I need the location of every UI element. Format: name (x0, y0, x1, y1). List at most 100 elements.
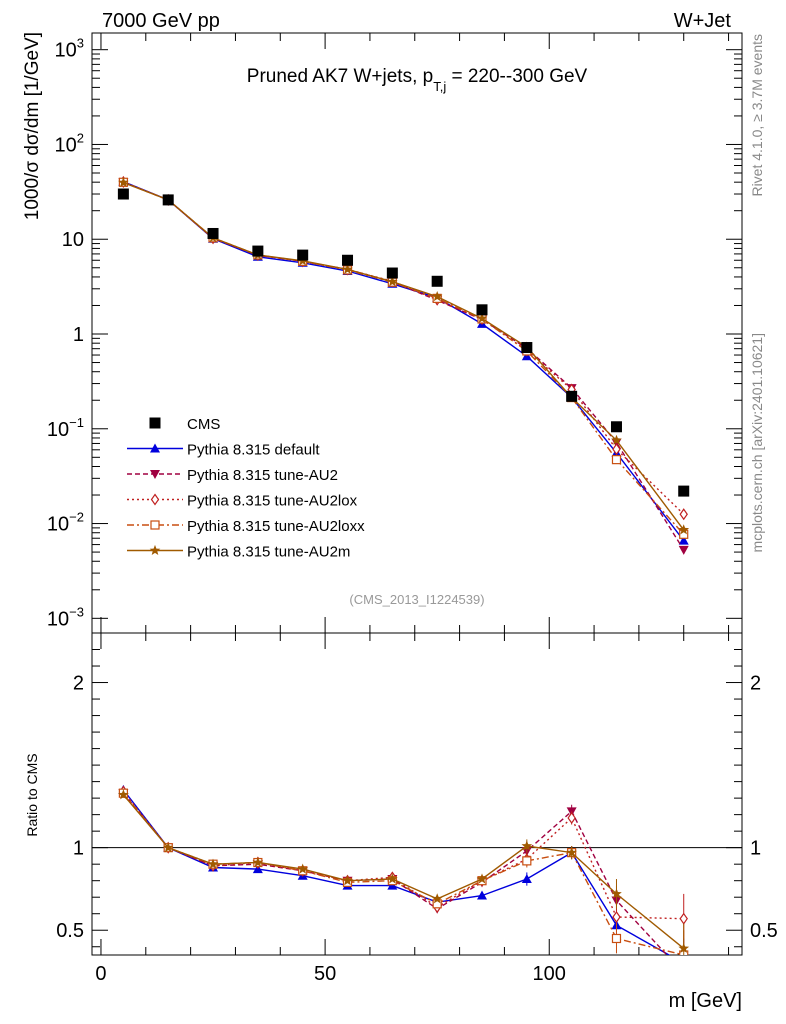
series-line-ratio (122, 791, 684, 920)
plot-title: Pruned AK7 W+jets, pT,j = 220--300 GeV (247, 66, 588, 94)
legend-marker (150, 493, 160, 506)
series-marker-ratio (521, 874, 532, 884)
series-marker-ratio (679, 958, 689, 967)
ratio-y-axis-label: Ratio to CMS (24, 753, 40, 836)
series-marker-ratio (118, 789, 129, 800)
legend-marker (150, 470, 160, 479)
series-marker-main (342, 263, 353, 274)
data-point-cms (566, 390, 578, 402)
series-marker-ratio (521, 840, 533, 851)
series-marker-main (387, 276, 398, 287)
data-point-cms (521, 342, 533, 354)
series-marker-ratio (342, 875, 353, 886)
series-marker-ratio (431, 893, 443, 904)
series-line-ratio (122, 792, 684, 955)
legend-label: Pythia 8.315 tune-AU2loxx (187, 518, 365, 535)
y-tick-label: 1 (73, 324, 84, 346)
series-line-main (123, 181, 685, 515)
series-line-ratio (122, 794, 685, 949)
series-marker-main (118, 177, 129, 188)
series-marker-main (476, 312, 488, 323)
series-marker-ratio (162, 842, 174, 853)
analysis-id: (CMS_2013_I1224539) (349, 592, 484, 607)
series-marker-ratio (387, 873, 398, 884)
mcplots-reference-note: mcplots.cern.ch [arXiv:2401.10621] (749, 333, 765, 552)
y-tick-label: 103 (55, 36, 84, 62)
header-process: W+Jet (674, 10, 732, 32)
legend: CMS Pythia 8.315 default Pythia 8.315 tune… (127, 416, 365, 561)
ratio-curves (118, 784, 690, 978)
y-axis-label: 1000/σ dσ/dm [1/GeV] (22, 32, 43, 220)
legend-marker-cms (149, 417, 161, 429)
ratio-tick-label-left: 0.5 (56, 920, 84, 942)
series-marker-ratio (678, 942, 690, 953)
series-marker-ratio (252, 856, 264, 868)
ratio-panel-frame (91, 632, 743, 956)
series-line-main (123, 181, 685, 542)
x-tick-label: 0 (95, 963, 106, 985)
legend-label: Pythia 8.315 tune-AU2lox (187, 493, 358, 510)
data-point-cms (252, 245, 264, 257)
plot-title-tail: = 220--300 GeV (446, 66, 587, 87)
y-tick-label: 10−2 (47, 510, 84, 536)
series-marker-ratio (297, 863, 308, 874)
legend-marker (149, 544, 161, 555)
series-marker-ratio (679, 969, 689, 978)
data-point-cms (386, 267, 398, 279)
series-marker-ratio (207, 858, 219, 869)
ratio-tick-label-right: 1 (750, 838, 761, 860)
data-point-cms (297, 249, 309, 261)
main-curves (117, 175, 690, 555)
data-point-cms (610, 421, 622, 433)
series-marker-main (678, 535, 689, 545)
data-point-cms (207, 227, 219, 239)
data-point-cms (431, 275, 443, 287)
y-tick-label: 10−3 (47, 604, 84, 630)
data-point-cms (162, 194, 174, 206)
series-marker-main (431, 291, 443, 302)
series-marker-ratio (611, 888, 622, 899)
rivet-version-note: Rivet 4.1.0, ≥ 3.7M events (749, 34, 765, 197)
main-axis-ticks: 10−3 10−2 10−1 1 10 102 103 (47, 33, 742, 633)
data-point-cms (117, 188, 129, 200)
ratio-tick-label-right: 0.5 (750, 920, 778, 942)
x-tick-label: 100 (533, 963, 566, 985)
series-line-ratio (122, 792, 668, 955)
series-marker-main (611, 455, 622, 465)
series-marker-ratio (477, 890, 487, 900)
legend-marker (150, 443, 160, 453)
series-marker-ratio (476, 873, 488, 884)
ratio-tick-label-right: 2 (750, 673, 761, 695)
ratio-axis-ticks: 0.5 0.5 1 1 2 2 0 50 100 (56, 633, 778, 985)
data-point-cms (678, 485, 690, 497)
y-tick-label: 102 (55, 130, 84, 156)
ratio-tick-label-left: 1 (73, 838, 84, 860)
data-point-cms (476, 304, 488, 316)
series-marker-ratio (567, 811, 576, 824)
legend-marker (150, 520, 160, 530)
series-marker-ratio (679, 912, 688, 925)
legend-label: CMS (187, 416, 220, 433)
series-marker-main (678, 545, 689, 555)
plot-title-main: Pruned AK7 W+jets, p (247, 66, 433, 87)
y-tick-label: 10 (62, 229, 84, 251)
header-collision: 7000 GeV pp (102, 10, 220, 32)
x-axis-label: m [GeV] (669, 990, 742, 1012)
series-marker-ratio (522, 856, 532, 866)
series-marker-main (612, 443, 621, 456)
series-marker-ratio (611, 933, 622, 944)
x-tick-label: 50 (314, 963, 336, 985)
legend-label: Pythia 8.315 tune-AU2 (187, 467, 338, 484)
series-marker-main (611, 434, 622, 445)
data-point-cms (342, 254, 354, 266)
legend-label: Pythia 8.315 tune-AU2m (187, 544, 350, 561)
series-marker-ratio (612, 910, 621, 924)
series-line-ratio (122, 789, 671, 955)
series-marker-ratio (566, 847, 577, 858)
series-marker-main (679, 508, 688, 521)
legend-label: Pythia 8.315 default (187, 442, 320, 459)
plot-title-sub: T,j (433, 79, 446, 94)
series-marker-main (611, 438, 622, 448)
y-tick-label: 10−1 (47, 415, 84, 441)
